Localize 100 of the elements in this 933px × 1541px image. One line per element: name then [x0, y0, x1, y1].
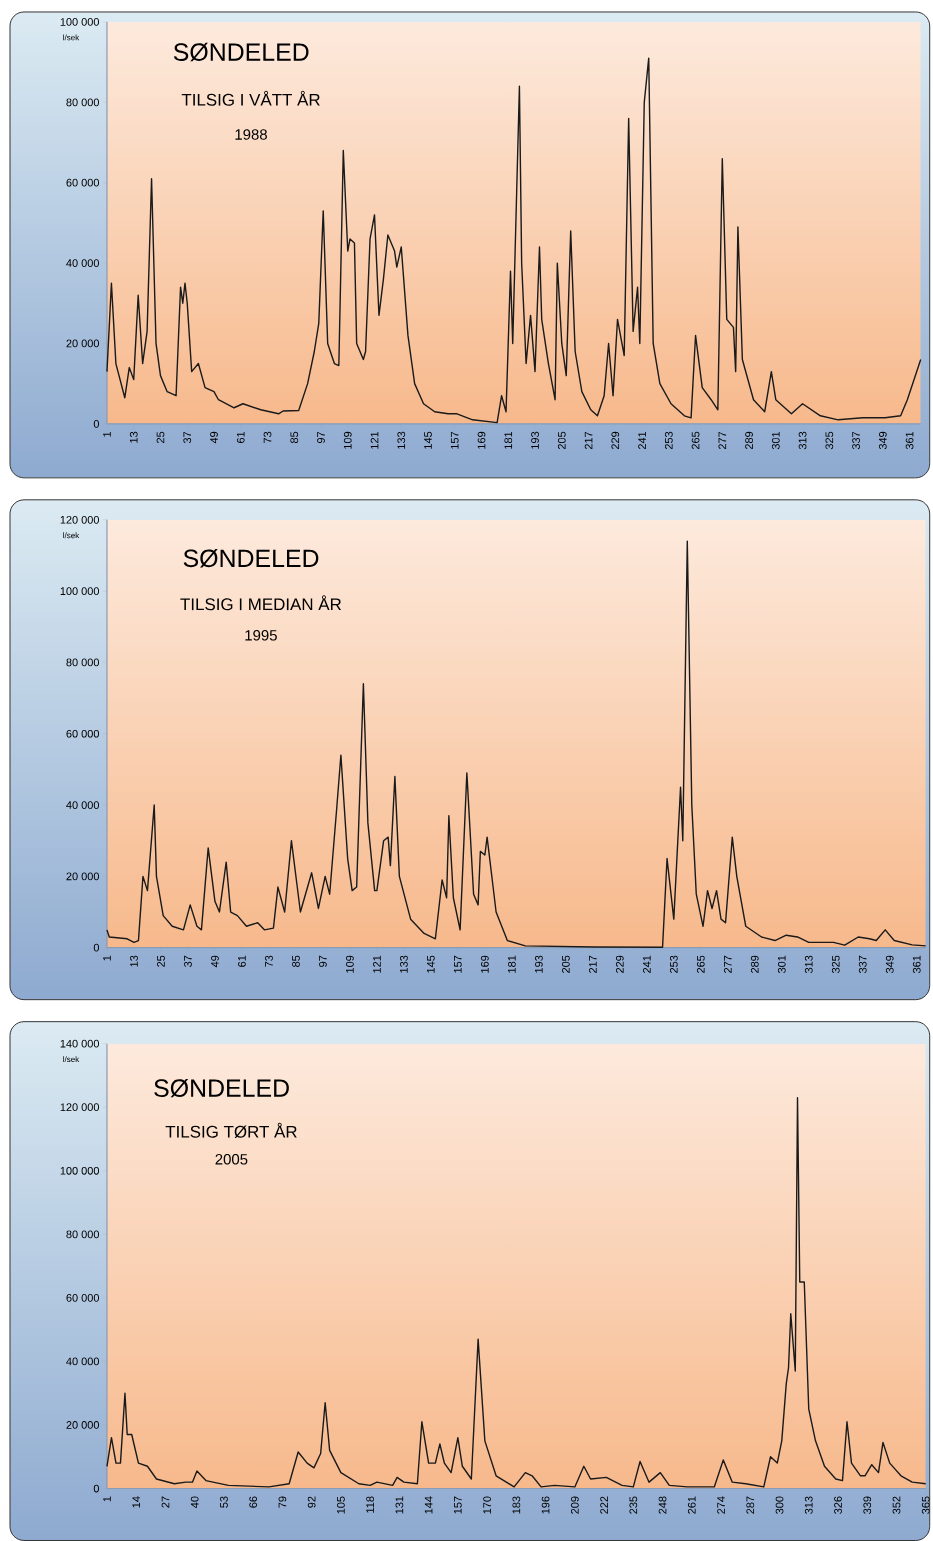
x-tick-label: 337 [852, 431, 860, 450]
x-tick-label: 261 [687, 1496, 696, 1514]
text: TILSIG I MEDIAN ÅR [180, 595, 342, 611]
x-tick-label: 205 [562, 955, 570, 973]
annotation: 2005 [215, 1154, 248, 1165]
x-tick-label: 301 [777, 955, 786, 974]
x-tick-label: 361 [905, 431, 914, 450]
x-tick-label: 205 [557, 431, 566, 450]
x-tick-label: 49 [210, 431, 218, 444]
y-tick-label: 40 000 [66, 259, 100, 267]
x-tick-label: 274 [717, 1496, 725, 1514]
x-tick-label: 183 [512, 1496, 521, 1514]
text: SØNDELED [173, 42, 309, 62]
x-tick-label: 170 [483, 1496, 492, 1514]
text: SØNDELED [154, 1078, 289, 1098]
y-tick-label: 20 000 [66, 872, 100, 881]
x-tick-label: 265 [696, 955, 705, 973]
x-tick-label: 301 [771, 431, 780, 450]
y-tick-label: 60 000 [66, 1293, 100, 1302]
x-tick-label: 85 [292, 955, 300, 967]
x-tick-label: 349 [885, 955, 894, 974]
y-tick-label: 20 000 [66, 339, 100, 348]
x-tick-label: 1 [103, 1496, 111, 1502]
x-tick-label: 300 [775, 1496, 784, 1514]
x-tick-label: 217 [589, 955, 597, 973]
x-tick-label: 133 [397, 431, 406, 449]
y-tick-label: 80 000 [66, 98, 100, 107]
x-tick-label: 313 [798, 431, 807, 450]
x-tick-label: 40 [190, 1496, 199, 1508]
x-tick-label: 49 [211, 955, 219, 968]
y-tick-label: 60 000 [66, 178, 100, 187]
x-tick-label: 79 [278, 1496, 287, 1508]
x-tick-label: 339 [863, 1496, 872, 1514]
x-tick-label: 145 [427, 955, 435, 973]
x-tick-label: 277 [724, 955, 732, 973]
x-tick-label: 13 [130, 955, 138, 967]
y-tick-label: 80 000 [66, 1230, 100, 1239]
x-tick-label: 248 [658, 1496, 667, 1514]
x-tick-label: 361 [912, 955, 921, 974]
x-tick-label: 193 [535, 955, 543, 973]
x-tick-label: 287 [746, 1496, 755, 1514]
x-tick-label: 53 [220, 1496, 228, 1508]
x-tick-label: 1 [103, 955, 111, 961]
x-tick-label: 253 [669, 955, 678, 973]
y-tick-label: 80 000 [66, 658, 100, 667]
y-tick-label: 20 000 [66, 1421, 100, 1429]
y-tick-label: 120 000 [60, 515, 100, 524]
x-tick-label: 37 [184, 955, 192, 967]
y-tick-label: 60 000 [66, 729, 100, 738]
x-tick-label: 105 [337, 1496, 345, 1514]
x-tick-label: 25 [156, 431, 165, 443]
x-tick-label: 97 [317, 431, 325, 444]
annotation: 1988 [235, 129, 268, 140]
x-tick-label: 157 [454, 1496, 462, 1514]
x-tick-label: 73 [263, 431, 272, 443]
y-tick-label: 0 [93, 943, 100, 952]
y-tick-label: 100 000 [60, 18, 100, 26]
x-tick-label: 277 [718, 431, 727, 450]
x-tick-label: 157 [451, 431, 459, 449]
x-tick-label: 131 [395, 1496, 404, 1514]
x-tick-label: 222 [600, 1496, 608, 1514]
x-tick-label: 253 [664, 431, 673, 450]
x-tick-label: 27 [161, 1496, 170, 1508]
x-tick-label: 1 [103, 431, 111, 437]
x-tick-label: 144 [424, 1496, 433, 1514]
x-tick-label: 352 [892, 1496, 901, 1514]
x-tick-label: 109 [346, 955, 354, 973]
x-tick-label: 181 [508, 955, 516, 973]
x-tick-label: 365 [921, 1496, 930, 1514]
x-tick-label: 229 [611, 431, 620, 450]
y-tick-label: 100 000 [60, 587, 100, 595]
x-tick-label: 66 [249, 1496, 258, 1508]
x-tick-label: 61 [236, 431, 245, 443]
x-tick-label: 241 [643, 955, 651, 973]
x-tick-label: 169 [481, 955, 489, 973]
x-tick-label: 169 [477, 431, 486, 449]
x-tick-label: 241 [638, 431, 646, 450]
x-tick-label: 37 [183, 431, 192, 444]
x-tick-label: 326 [834, 1496, 842, 1514]
annotation: 1995 [245, 630, 277, 641]
x-tick-label: 13 [129, 431, 138, 443]
x-tick-label: 265 [691, 431, 700, 450]
y-tick-label: 0 [93, 1484, 100, 1493]
x-tick-label: 289 [750, 955, 759, 973]
x-tick-label: 235 [629, 1496, 638, 1514]
x-tick-label: 325 [831, 955, 840, 974]
x-tick-label: 14 [132, 1496, 141, 1508]
x-tick-label: 181 [504, 431, 513, 449]
x-tick-label: 97 [319, 955, 327, 967]
y-tick-label: 40 000 [66, 1357, 100, 1366]
x-tick-label: 289 [745, 431, 753, 450]
x-tick-label: 145 [424, 431, 432, 449]
x-tick-label: 313 [804, 955, 813, 974]
y-tick-label: 140 000 [60, 1039, 100, 1048]
text: TILSIG I VÅTT ÅR [181, 90, 320, 106]
y-tick-label: 120 000 [60, 1103, 100, 1112]
x-tick-label: 157 [454, 955, 462, 973]
x-tick-label: 325 [825, 431, 834, 450]
x-tick-label: 217 [584, 431, 593, 450]
text: SØNDELED [183, 549, 319, 568]
